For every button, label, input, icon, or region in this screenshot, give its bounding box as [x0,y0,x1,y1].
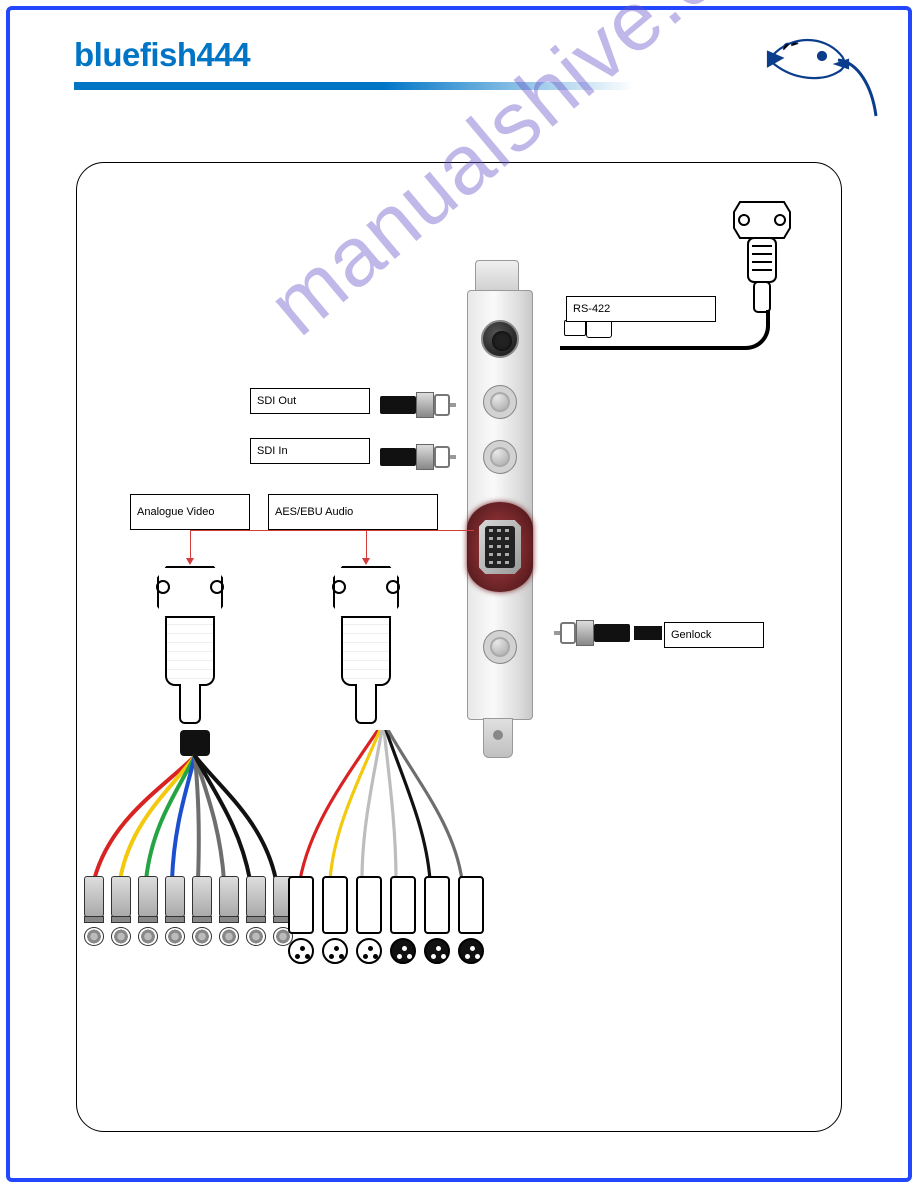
sdi-out-port [483,385,517,419]
genlock-port [483,630,517,664]
label-analog-video: Analogue Video [130,494,250,530]
bluefish-logo [762,28,882,118]
rs422-connector [732,198,792,318]
label-aes-audio: AES/EBU Audio [268,494,438,530]
label-genlock: Genlock [664,622,764,648]
db15-port [467,502,533,592]
dongle-analog-video [150,566,230,724]
brand-logo-text: bluefish444 [74,36,250,74]
red-lead-v1 [190,530,191,560]
label-sdi-out: SDI Out [250,388,370,414]
label-sdi-in: SDI In [250,438,370,464]
red-lead-h2 [438,530,474,531]
dongle-aes-audio [326,566,406,724]
red-lead-arrow2 [362,558,370,565]
red-lead-v2 [366,530,367,560]
genlock-plug [560,620,630,646]
xlr-connector-row [286,876,486,966]
pci-bracket [457,260,543,770]
bnc-connector-row [82,876,295,946]
fanout-aes [284,730,494,890]
sdi-out-plug [380,392,450,418]
brand-underline [74,82,634,90]
fanout-analog [80,730,310,890]
red-lead-arrow1 [186,558,194,565]
red-lead-h1 [190,530,466,531]
label-rs422: RS-422 [566,296,716,322]
sdi-in-port [483,440,517,474]
sdi-in-plug [380,444,450,470]
genlock-cable [634,626,662,640]
mini-din-port [481,320,519,358]
